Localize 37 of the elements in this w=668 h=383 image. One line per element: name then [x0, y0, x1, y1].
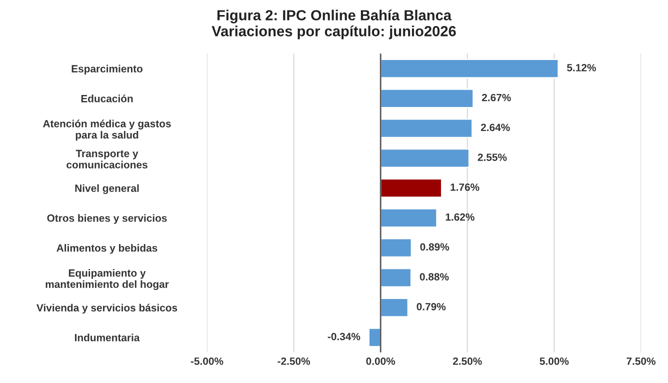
bar [368, 327, 382, 348]
bar [380, 268, 412, 288]
y-tick-label: Nivel general [75, 184, 139, 194]
data-label: 2.55% [478, 154, 507, 161]
x-tick-label: -5.00% [190, 357, 224, 365]
y-tick-label: Vivienda y servicios básicos [36, 304, 178, 314]
data-label: 1.76% [450, 183, 480, 191]
data-label: 2.67% [482, 94, 511, 102]
bar [380, 208, 438, 228]
x-tick-label: 7.50% [626, 357, 656, 365]
data-label: 5.12% [567, 64, 596, 72]
x-tick-label: 5.00% [540, 357, 569, 365]
data-label: 1.62% [446, 213, 474, 221]
bar [380, 58, 560, 79]
data-label: 0.88% [420, 273, 449, 280]
data-label: -0.34% [328, 332, 360, 340]
chart-title: Figura 2: IPC Online Bahía Blanca Variaciones por capítulo: junio2026 [212, 10, 456, 40]
x-tick-label: 0.00% [366, 357, 396, 365]
bar [380, 88, 474, 108]
bar [380, 148, 470, 168]
y-tick-label: Atención médica y gastos para la salud [43, 120, 171, 141]
y-tick-label: Indumentaria [74, 334, 140, 342]
data-label: 0.89% [420, 243, 450, 251]
y-tick-label: Educación [81, 94, 133, 102]
data-label: 0.79% [416, 302, 446, 310]
y-tick-label: Esparcimiento [72, 64, 142, 74]
y-tick-label: Otros bienes y servicios [47, 214, 167, 224]
x-tick-label: -2.50% [278, 357, 310, 365]
bar [380, 178, 442, 198]
bar [380, 238, 412, 258]
data-label: 2.64% [480, 124, 510, 132]
bar [380, 118, 473, 138]
bar [380, 298, 409, 318]
y-tick-label: Alimentos y bebidas [56, 244, 158, 254]
y-tick-label: Transporte y comunicaciones [66, 150, 148, 168]
y-tick-label: Equipamiento y mantenimiento del hogar [46, 269, 169, 290]
x-tick-label: 2.50% [452, 357, 482, 365]
